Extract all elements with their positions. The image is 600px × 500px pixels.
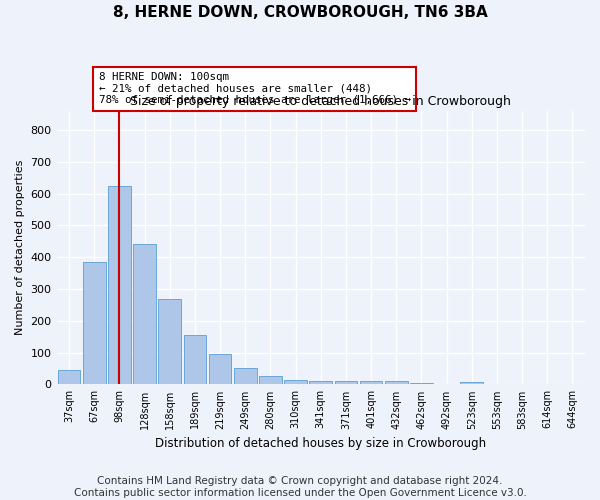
Bar	[209, 354, 232, 384]
Title: Size of property relative to detached houses in Crowborough: Size of property relative to detached ho…	[130, 96, 511, 108]
X-axis label: Distribution of detached houses by size in Crowborough: Distribution of detached houses by size …	[155, 437, 487, 450]
Bar	[284, 380, 307, 384]
Bar	[108, 186, 131, 384]
Bar	[259, 376, 282, 384]
Text: 8 HERNE DOWN: 100sqm
← 21% of detached houses are smaller (448)
78% of semi-deta: 8 HERNE DOWN: 100sqm ← 21% of detached h…	[99, 72, 411, 106]
Bar	[234, 368, 257, 384]
Bar	[184, 335, 206, 384]
Bar	[460, 382, 483, 384]
Bar	[360, 381, 382, 384]
Bar	[83, 262, 106, 384]
Bar	[133, 244, 156, 384]
Bar	[310, 381, 332, 384]
Bar	[335, 381, 357, 384]
Y-axis label: Number of detached properties: Number of detached properties	[15, 160, 25, 336]
Bar	[158, 299, 181, 384]
Text: 8, HERNE DOWN, CROWBOROUGH, TN6 3BA: 8, HERNE DOWN, CROWBOROUGH, TN6 3BA	[113, 5, 487, 20]
Bar	[385, 381, 407, 384]
Bar	[58, 370, 80, 384]
Text: Contains HM Land Registry data © Crown copyright and database right 2024.
Contai: Contains HM Land Registry data © Crown c…	[74, 476, 526, 498]
Bar	[410, 383, 433, 384]
